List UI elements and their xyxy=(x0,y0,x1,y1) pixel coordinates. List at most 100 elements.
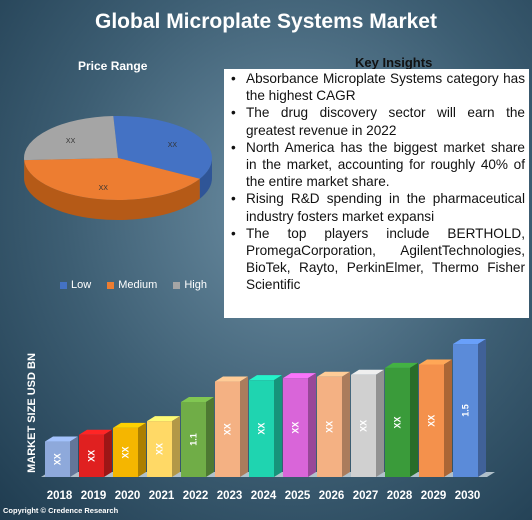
legend-label-high: High xyxy=(184,279,207,291)
bar-front xyxy=(351,374,376,477)
bar-value-label: XX xyxy=(53,453,63,465)
bar-value-label: XX xyxy=(121,446,131,458)
bar-value-label: XX xyxy=(359,420,369,432)
pie-chart-title: Price Range xyxy=(78,59,148,73)
legend-label-medium: Medium xyxy=(118,279,158,291)
bar-2022: 1.1 xyxy=(181,397,214,477)
bar-top xyxy=(351,369,384,375)
bar-side xyxy=(274,375,282,477)
bar-side xyxy=(308,373,316,477)
bar-2026: XX xyxy=(317,371,350,477)
pie-slice-high xyxy=(23,116,118,161)
insights-panel: Absorbance Microplate Systems category h… xyxy=(224,69,529,318)
bar-side xyxy=(342,371,350,477)
bar-value-label: 1.5 xyxy=(461,404,471,417)
copyright-text: Copyright © Credence Research xyxy=(3,506,119,515)
bar-value-label: XX xyxy=(257,423,267,435)
bar-front xyxy=(249,380,274,477)
pie-slice-side-medium xyxy=(24,160,200,221)
bar-top xyxy=(283,373,316,379)
bar-front xyxy=(283,378,308,477)
bar-value-label: 1.1 xyxy=(189,433,199,446)
bar-front xyxy=(453,344,478,477)
legend-swatch-medium xyxy=(107,281,115,289)
bar-side xyxy=(444,359,452,477)
legend-swatch-high xyxy=(173,281,181,289)
bar-2025: XX xyxy=(283,373,316,477)
x-tick-label: 2024 xyxy=(251,490,277,502)
bar-side xyxy=(240,376,248,477)
bar-value-label: XX xyxy=(223,423,233,435)
bar-value-label: XX xyxy=(325,421,335,433)
bar-top xyxy=(79,429,112,435)
x-tick-label: 2020 xyxy=(115,490,141,502)
legend-label-low: Low xyxy=(71,279,92,291)
bar-top xyxy=(453,339,486,345)
bar-2020: XX xyxy=(113,422,146,477)
bar-value-label: XX xyxy=(393,416,403,428)
bar-top xyxy=(419,359,452,365)
x-tick-label: 2027 xyxy=(353,490,379,502)
insight-item: The drug discovery sector will earn the … xyxy=(228,104,525,138)
legend-swatch-low xyxy=(60,281,67,289)
bar-top xyxy=(45,436,78,442)
x-tick-label: 2030 xyxy=(455,490,481,502)
pie-legend: Low Medium High xyxy=(60,279,207,291)
legend-item-high: High xyxy=(173,279,207,291)
bar-side xyxy=(410,362,418,477)
pie-sides xyxy=(24,158,212,221)
bar-front xyxy=(215,381,240,477)
bar-top xyxy=(181,397,214,402)
bar-front xyxy=(45,441,70,477)
bar-2023: XX xyxy=(215,376,248,477)
bar-side xyxy=(138,422,146,477)
bar-top xyxy=(215,376,248,382)
x-tick-label: 2018 xyxy=(47,490,73,502)
bar-top xyxy=(147,416,180,422)
page-title: Global Microplate Systems Market xyxy=(95,10,437,33)
bar-2029: XX xyxy=(419,359,452,477)
bar-value-label: XX xyxy=(87,450,97,462)
bar-2019: XX xyxy=(79,429,112,477)
bar-side xyxy=(206,397,214,477)
legend-item-low: Low xyxy=(60,279,91,291)
bar-front xyxy=(419,364,444,477)
bar-2021: XX xyxy=(147,416,180,477)
bar-2027: XX xyxy=(351,369,384,477)
bar-side xyxy=(376,369,384,477)
x-tick-label: 2025 xyxy=(285,490,311,502)
bar-value-label: XX xyxy=(427,415,437,427)
bar-front xyxy=(113,427,138,477)
insight-item: Rising R&D spending in the pharmaceutica… xyxy=(228,190,525,224)
insights-title: Key Insights xyxy=(355,55,433,70)
x-tick-label: 2022 xyxy=(183,490,209,502)
bar-2030: 1.5 xyxy=(453,339,486,477)
x-tick-label: 2026 xyxy=(319,490,345,502)
x-tick-label: 2021 xyxy=(149,490,175,502)
insight-item: Absorbance Microplate Systems category h… xyxy=(228,70,525,104)
bar-value-label: XX xyxy=(291,422,301,434)
bar-side xyxy=(478,339,486,477)
pie-slice-label: XX xyxy=(99,185,109,192)
bar-2028: XX xyxy=(385,362,418,477)
bar-front xyxy=(181,402,206,477)
bar-front xyxy=(317,376,342,477)
bar-front xyxy=(79,434,104,477)
pie-slice-label: XX xyxy=(66,138,76,145)
bar-side xyxy=(70,436,78,477)
bar-2024: XX xyxy=(249,375,282,477)
bar-value-label: XX xyxy=(155,443,165,455)
x-tick-label: 2029 xyxy=(421,490,447,502)
x-tick-label: 2023 xyxy=(217,490,243,502)
y-axis-label: MARKET SIZE USD BN xyxy=(26,353,38,473)
x-tick-label: 2019 xyxy=(81,490,107,502)
bar-top xyxy=(317,371,350,377)
bar-2018: XX xyxy=(45,436,78,477)
x-tick-label: 2028 xyxy=(387,490,413,502)
insight-item: North America has the biggest market sha… xyxy=(228,139,525,191)
insight-item: The top players include BERTHOLD, Promeg… xyxy=(228,225,525,294)
pie-slice-side-low xyxy=(199,158,212,199)
